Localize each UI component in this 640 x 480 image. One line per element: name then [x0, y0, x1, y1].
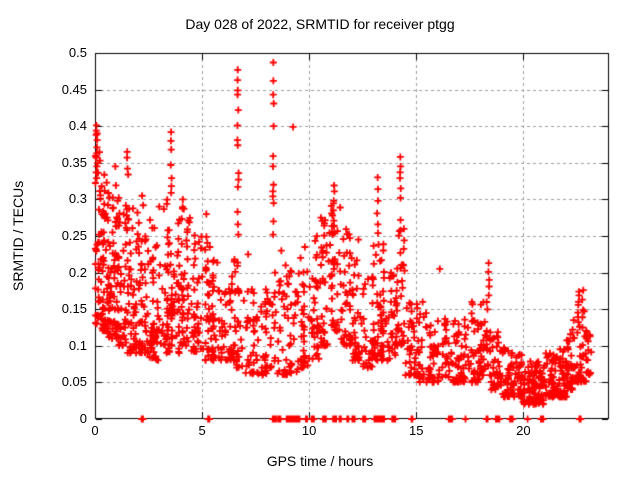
y-tick-label: 0.1 — [68, 337, 87, 353]
y-tick-label: 0.15 — [61, 301, 87, 317]
x-axis-label: GPS time / hours — [266, 453, 374, 469]
y-tick-label: 0 — [79, 411, 87, 426]
y-tick-label: 0.3 — [68, 191, 87, 207]
x-tick-label: 10 — [301, 423, 317, 438]
y-tick-label: 0.2 — [68, 264, 87, 280]
x-tick-label: 0 — [91, 423, 99, 438]
chart-title: Day 028 of 2022, SRMTID for receiver ptg… — [185, 16, 455, 32]
x-tick-label: 15 — [409, 423, 424, 438]
y-tick-label: 0.4 — [68, 118, 87, 134]
y-tick-label: 0.45 — [61, 81, 87, 97]
y-tick-label: 0.5 — [68, 45, 87, 60]
y-tick-label: 0.25 — [61, 228, 87, 243]
x-tick-label: 20 — [516, 423, 531, 438]
y-tick-label: 0.35 — [61, 154, 87, 170]
x-tick-label: 5 — [198, 423, 206, 438]
y-tick-label: 0.05 — [61, 374, 87, 390]
